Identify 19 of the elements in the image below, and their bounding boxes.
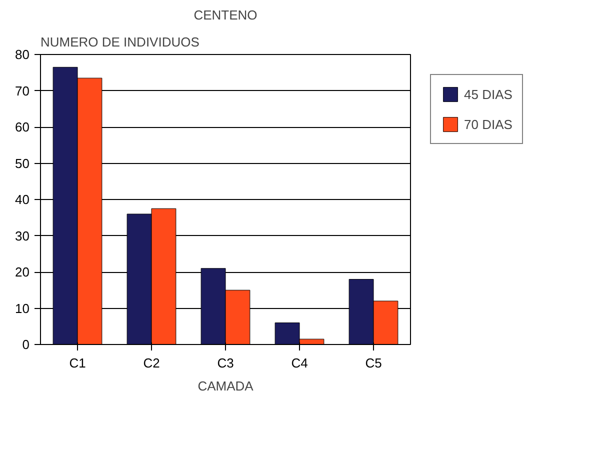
y-tick-label: 80 xyxy=(15,47,30,62)
x-tick-label: C1 xyxy=(69,356,86,370)
y-tick-label: 50 xyxy=(15,156,30,171)
y-tick-label: 10 xyxy=(15,300,30,316)
x-tick-label: C4 xyxy=(291,356,308,370)
y-tick-label: 70 xyxy=(15,83,30,98)
y-tick-label: 40 xyxy=(15,192,30,207)
y-axis-title: NUMERO DE INDIVIDUOS xyxy=(40,34,200,50)
y-tick-label: 30 xyxy=(15,228,30,244)
y-tick-label: 60 xyxy=(15,120,30,134)
legend-label: 70 DIAS xyxy=(464,116,512,132)
x-tick-label: C3 xyxy=(217,356,234,370)
legend-label: 45 DIAS xyxy=(464,86,512,102)
y-tick-label: 20 xyxy=(15,264,30,280)
x-axis-title: CAMADA xyxy=(198,378,254,394)
y-tick-label: 0 xyxy=(22,337,30,352)
x-tick-label: C2 xyxy=(143,356,160,370)
chart-title: CENTENO xyxy=(194,8,258,22)
x-tick-label: C5 xyxy=(365,356,382,370)
